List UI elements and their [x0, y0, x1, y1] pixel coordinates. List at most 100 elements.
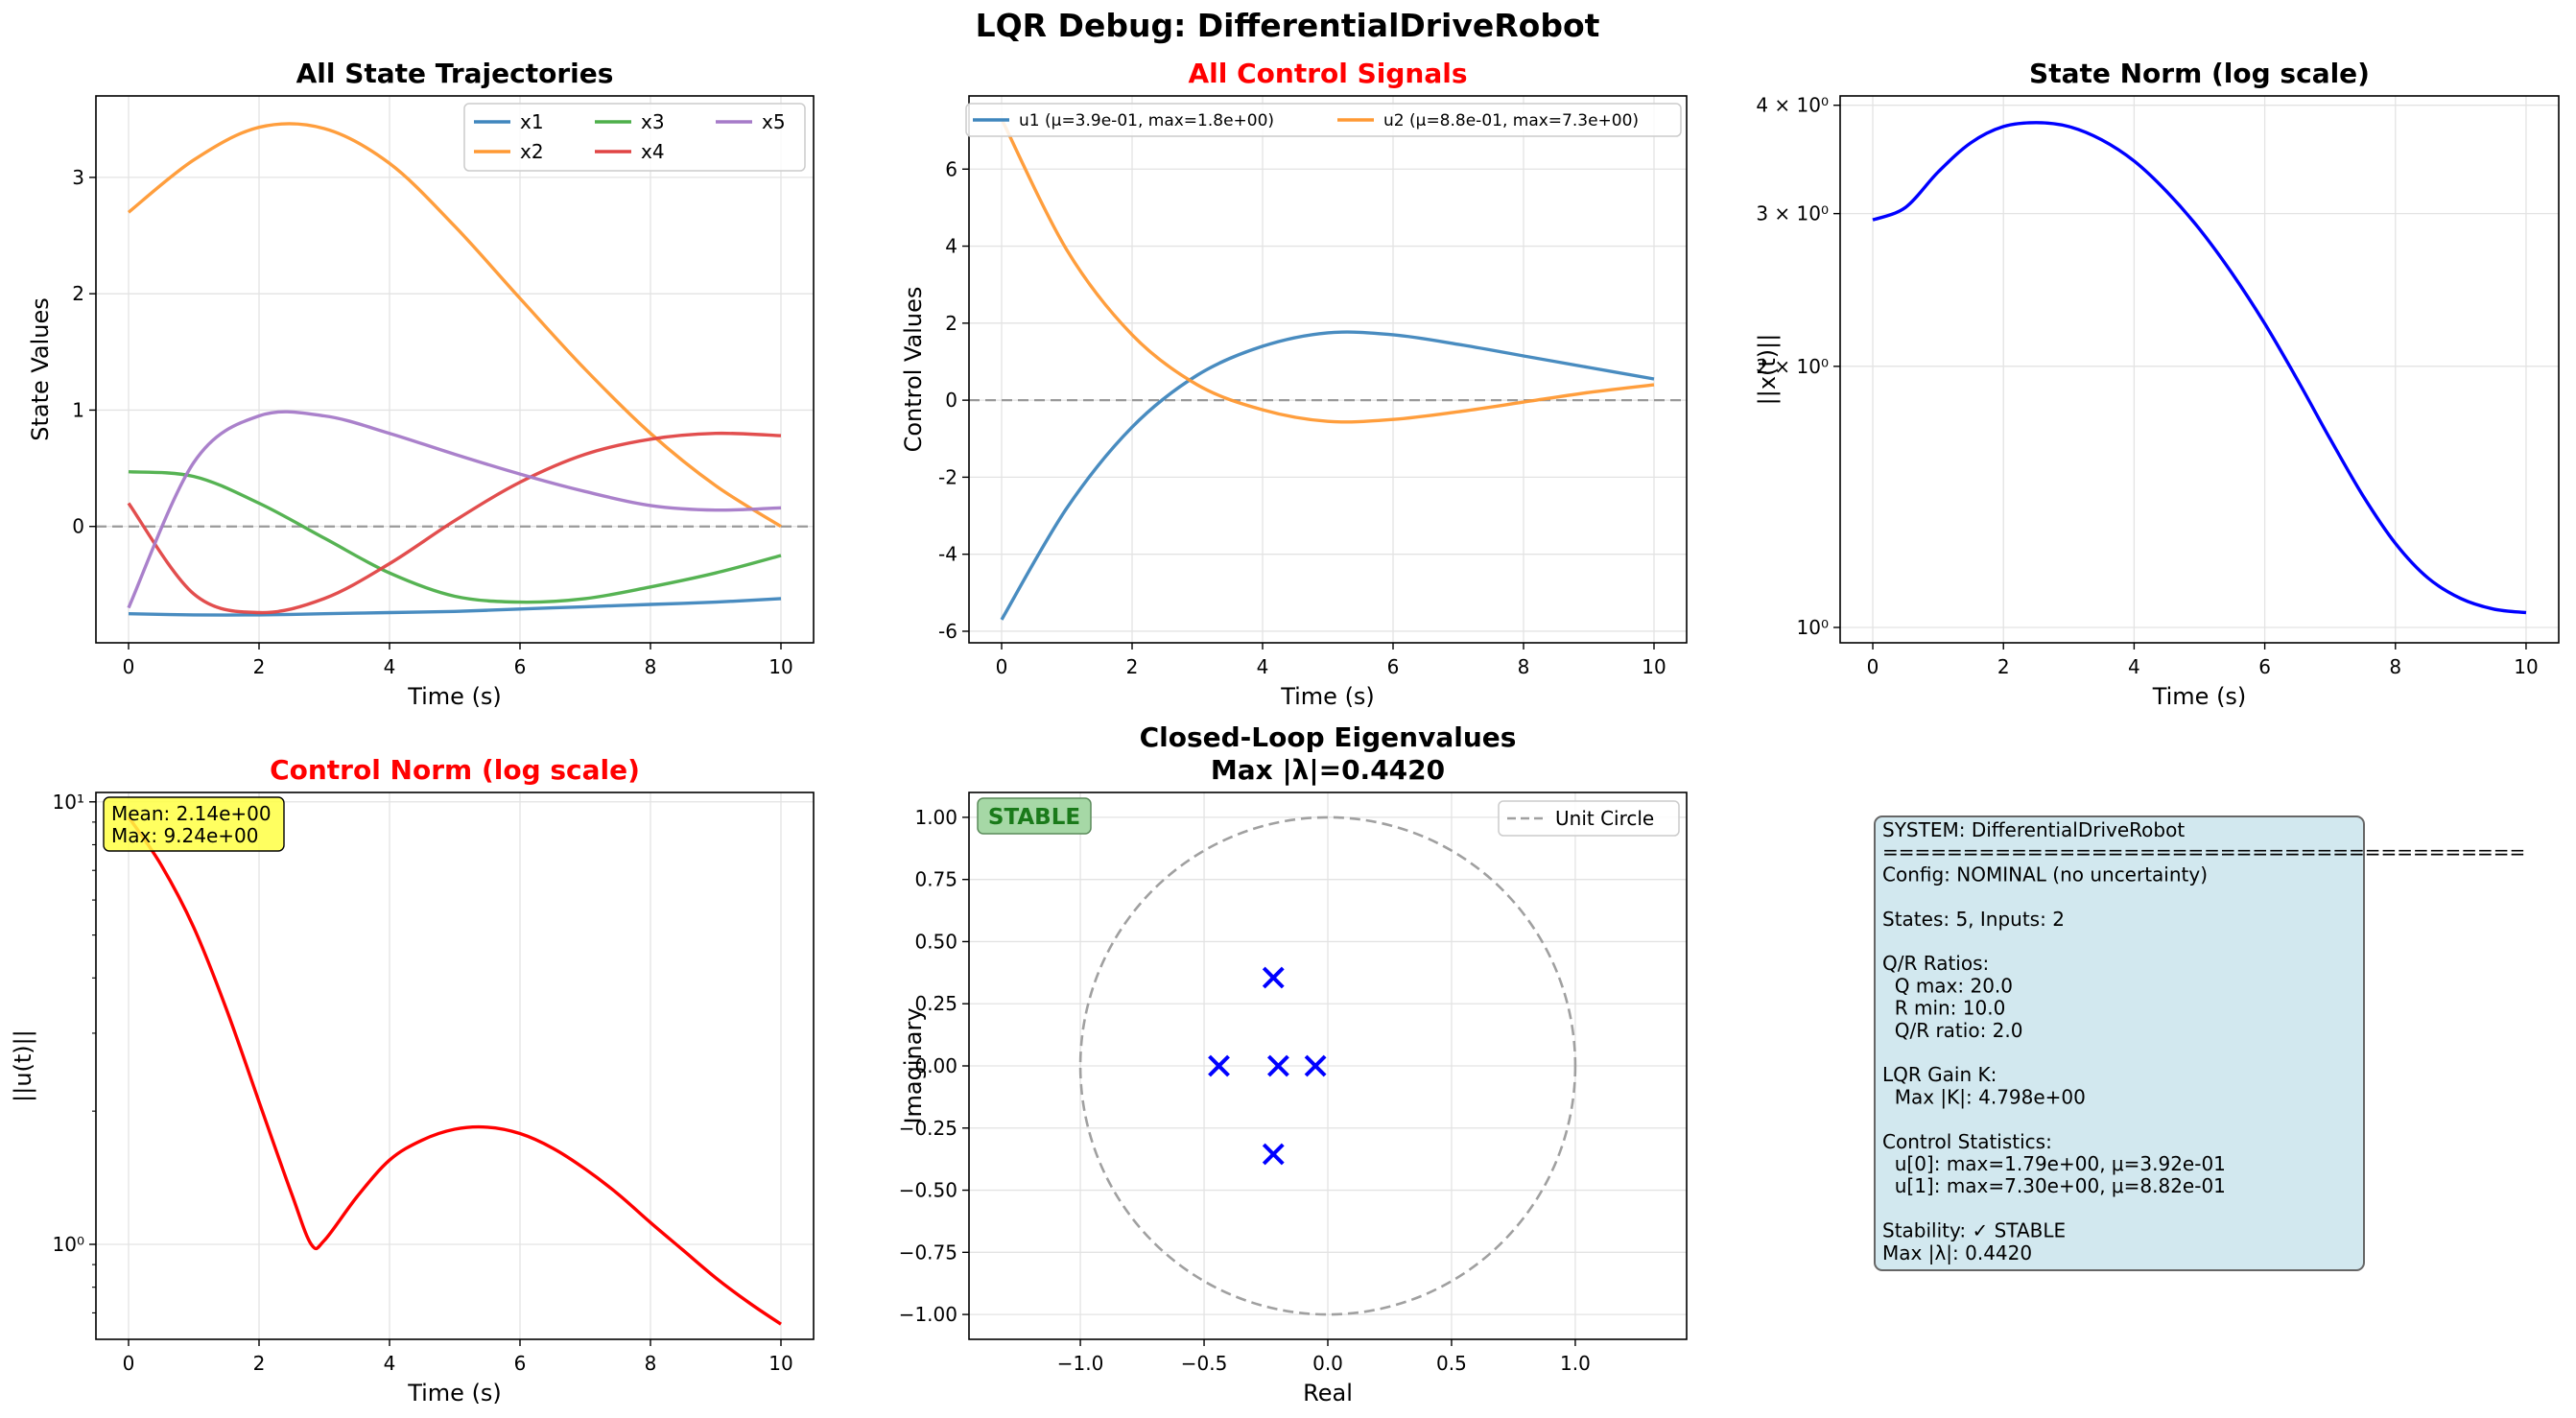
control-signals-panel: 0 2 4 6 8 10 -6 -4 -2 0 2 4 6 All Control Signals Time… — [900, 58, 1688, 710]
legend-label: x1 — [520, 110, 544, 133]
x-tick-label: 2 — [253, 1352, 266, 1375]
y-tick-label: 2 × 10⁰ — [1756, 355, 1829, 378]
series-line-x4 — [127, 431, 782, 615]
y-tick-label: 3 × 10⁰ — [1756, 202, 1829, 225]
x-tick-label: 8 — [645, 1352, 657, 1375]
x-tick-label: 2 — [1126, 655, 1139, 678]
y-axis-label: ||u(t)|| — [10, 1029, 36, 1102]
x-tick-label: 0 — [123, 1352, 135, 1375]
x-tick-label: 10 — [768, 655, 792, 678]
legend-label: x2 — [520, 140, 544, 163]
x-tick-label: 10 — [1642, 655, 1666, 678]
info-line: Max |K|: 4.798e+00 — [1882, 1085, 2086, 1108]
info-line: Config: NOMINAL (no uncertainty) — [1882, 863, 2208, 886]
y-tick-label: 0.25 — [914, 992, 957, 1015]
y-tick-label: 4 — [945, 235, 957, 258]
grid — [969, 96, 1687, 643]
info-line: Q max: 20.0 — [1882, 974, 2013, 997]
eigenvalue-marker — [1262, 1143, 1285, 1166]
y-axis-label: ||x(t)|| — [1754, 334, 1781, 406]
legend-label: u2 (μ=8.8e-01, max=7.3e+00) — [1383, 111, 1639, 130]
series-line-u1 — [1000, 330, 1655, 621]
x-tick-label: 8 — [1518, 655, 1530, 678]
y-axis-label: Imaginary — [900, 1007, 927, 1123]
stable-badge-box — [977, 797, 1092, 835]
x-tick-label: 4 — [384, 655, 396, 678]
y-tick-label: 1.00 — [914, 806, 957, 829]
grid — [96, 96, 814, 643]
eigenvalue-marker — [1304, 1054, 1327, 1077]
chart-title: State Norm (log scale) — [2029, 58, 2370, 89]
y-tick-label: -2 — [938, 465, 957, 488]
x-tick-label: 0.5 — [1436, 1352, 1467, 1375]
eigenvalue-marker-stroke — [1304, 1054, 1327, 1077]
plot-area — [1872, 121, 2527, 615]
unit-circle — [1078, 815, 1577, 1316]
x-tick-label: −1.0 — [1057, 1352, 1104, 1375]
x-tick-label: 0 — [996, 655, 1008, 678]
axes-frame — [95, 792, 815, 1340]
x-tick-label: 4 — [2128, 655, 2140, 678]
legend: u1 (μ=3.9e-01, max=1.8e+00) u2 (μ=8.8e-01… — [965, 103, 1682, 137]
y-tick-label: 3 — [72, 166, 84, 189]
grid — [96, 792, 814, 1339]
info-line: States: 5, Inputs: 2 — [1882, 908, 2065, 931]
chart-title: Closed-Loop Eigenvalues — [1140, 721, 1517, 753]
x-tick-label: −0.5 — [1181, 1352, 1228, 1375]
series-line-u2 — [1000, 118, 1655, 424]
eigenvalue-marker-stroke — [1208, 1054, 1230, 1077]
y-tick-label: 0.75 — [914, 868, 957, 891]
y-tick-label: −1.00 — [899, 1303, 957, 1326]
x-tick-label: 10 — [768, 1352, 792, 1375]
chart-title: Control Norm (log scale) — [270, 754, 640, 786]
state-norm-panel: 0 2 4 6 8 10 10⁰ 2 × 10⁰ 3 × 10⁰ 4 × 10⁰ State Nor… — [1754, 58, 2560, 710]
info-line: u[0]: max=1.79e+00, μ=3.92e-01 — [1882, 1152, 2226, 1175]
info-panel: SYSTEM: DifferentialDriveRobot==========… — [1874, 815, 2525, 1271]
series-line-norm — [1872, 121, 2527, 615]
y-tick-label: -4 — [938, 543, 957, 566]
legend-label: u1 (μ=3.9e-01, max=1.8e+00) — [1019, 111, 1274, 130]
x-tick-label: 8 — [645, 655, 657, 678]
eigenvalue-marker-stroke — [1262, 1143, 1285, 1166]
chart-subtitle: Max |λ|=0.4420 — [1211, 754, 1445, 786]
x-tick-label: 6 — [2258, 655, 2271, 678]
plot-area — [127, 122, 782, 617]
stats-mean: Mean: 2.14e+00 — [111, 802, 272, 825]
y-tick-label: 10⁰ — [1797, 616, 1829, 639]
info-line: u[1]: max=7.30e+00, μ=8.82e-01 — [1882, 1174, 2226, 1197]
legend-label: x3 — [641, 110, 665, 133]
x-tick-label: 2 — [1997, 655, 2010, 678]
legend: x1 x2 x3 x4 x5 — [463, 103, 806, 172]
series-line-x3 — [128, 470, 782, 604]
series-line-x5 — [127, 410, 782, 609]
y-tick-label: -6 — [938, 620, 957, 643]
x-tick-label: 0 — [123, 655, 135, 678]
info-line: LQR Gain K: — [1882, 1063, 1997, 1086]
x-tick-label: 4 — [384, 1352, 396, 1375]
plot-area — [1078, 815, 1577, 1316]
y-tick-label: 1 — [72, 398, 84, 421]
eigenvalue-marker — [1262, 966, 1285, 989]
legend: Unit Circle — [1498, 800, 1680, 837]
x-tick-label: 8 — [2389, 655, 2401, 678]
info-panel-box — [1874, 815, 2365, 1271]
x-tick-label: 6 — [1387, 655, 1400, 678]
x-axis-label: Real — [1303, 1380, 1353, 1406]
x-tick-label: 1.0 — [1560, 1352, 1591, 1375]
y-tick-label: 0.00 — [914, 1054, 957, 1077]
x-tick-label: 4 — [1257, 655, 1269, 678]
eigenvalue-marker-stroke — [1266, 1054, 1289, 1077]
chart-title: All State Trajectories — [296, 58, 614, 89]
legend-frame — [965, 103, 1682, 137]
info-panel-text: SYSTEM: DifferentialDriveRobot==========… — [1882, 818, 2525, 1264]
y-tick-label: 6 — [945, 157, 957, 180]
grid — [969, 792, 1687, 1339]
x-tick-label: 2 — [253, 655, 266, 678]
legend-label: x4 — [641, 140, 665, 163]
axes-frame — [1839, 95, 2560, 644]
y-tick-label: 2 — [72, 282, 84, 305]
plot-area — [127, 815, 782, 1326]
axes-frame — [968, 95, 1688, 644]
control-norm-panel: 0 2 4 6 8 10 10⁰ 10¹ Control Norm (log scale) Tim… — [10, 754, 815, 1406]
